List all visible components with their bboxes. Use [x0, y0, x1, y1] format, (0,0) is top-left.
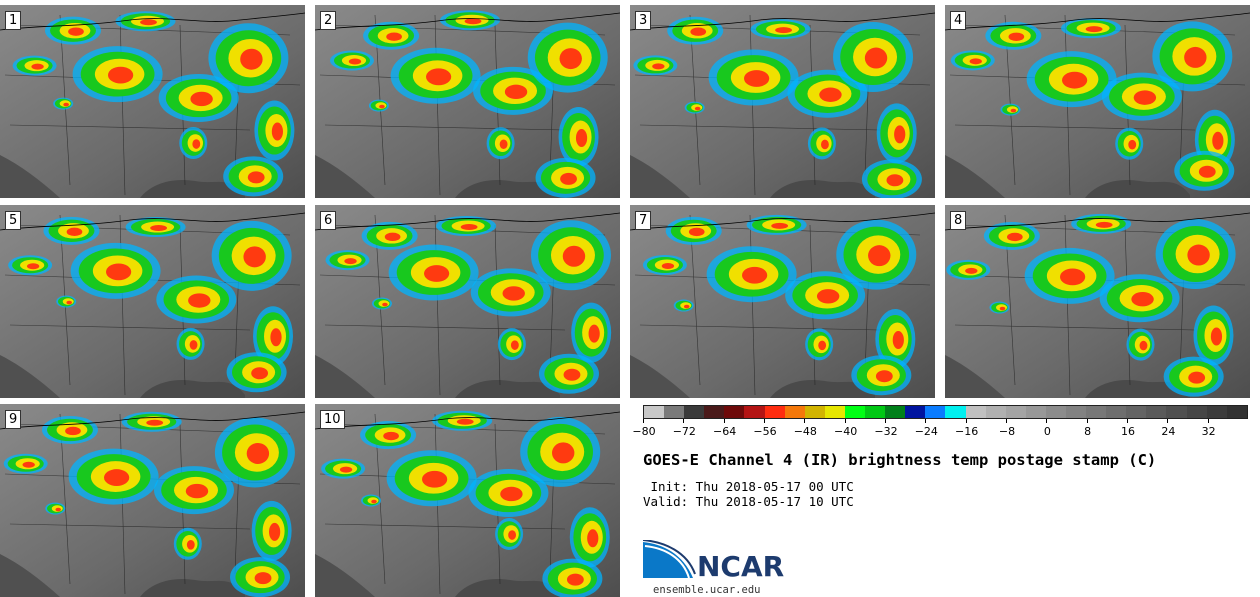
panel-number-label: 3	[635, 11, 652, 30]
colorbar-swatch	[1126, 406, 1147, 418]
colorbar-tick	[643, 419, 644, 423]
colorbar-swatch	[925, 406, 946, 418]
colorbar-tick	[844, 419, 846, 423]
colorbar-tick	[1046, 419, 1048, 423]
colorbar-tick-label: 24	[1161, 425, 1176, 438]
panel-number-label: 4	[950, 11, 967, 30]
colorbar-tick	[885, 419, 886, 423]
colorbar-ticks: −80 −72 −64 −56 −48 −40 −32 −24 −16 −8 0 8 16 24 32	[632, 419, 1248, 439]
map-panel-3: 3	[630, 5, 935, 198]
panel-number-label: 6	[320, 211, 337, 230]
colorbar-swatch	[1086, 406, 1107, 418]
colorbar-swatch	[1106, 406, 1127, 418]
colorbar-swatch	[905, 406, 926, 418]
colorbar-tick-label: −64	[713, 425, 737, 438]
map-panel-8: 8	[945, 205, 1250, 398]
colorbar-swatch	[1146, 406, 1167, 418]
colorbar-tick	[1207, 419, 1209, 423]
colorbar-tick-label: −24	[914, 425, 938, 438]
colorbar-tick-label: −48	[793, 425, 817, 438]
colorbar-swatch	[1045, 406, 1066, 418]
colorbar-swatch	[965, 406, 986, 418]
colorbar-tick-label: −80	[632, 425, 656, 438]
figure-title: GOES-E Channel 4 (IR) brightness temp po…	[643, 451, 1157, 469]
colorbar-swatch	[844, 406, 866, 418]
colorbar-swatch	[684, 406, 705, 418]
colorbar-swatch	[1005, 406, 1026, 418]
colorbar-swatch	[644, 406, 665, 418]
colorbar-tick	[804, 419, 806, 423]
colorbar-swatch	[1206, 406, 1227, 418]
colorbar-swatch	[804, 406, 825, 418]
colorbar-tick-label: 0	[1043, 425, 1051, 438]
panel-number-label: 9	[5, 410, 22, 429]
panel-number-label: 7	[635, 211, 652, 230]
colorbar-tick	[925, 419, 927, 423]
colorbar-tick-label: −16	[955, 425, 979, 438]
colorbar-swatch	[1166, 406, 1187, 418]
colorbar-tick	[965, 419, 967, 423]
map-panel-2: 2	[315, 5, 620, 198]
colorbar-swatch	[985, 406, 1006, 418]
colorbar-swatch	[1065, 406, 1087, 418]
map-panel-1: 1	[0, 5, 305, 198]
colorbar-swatch	[1025, 406, 1046, 418]
colorbar-tick	[683, 419, 685, 423]
colorbar-swatch	[704, 406, 725, 418]
valid-time: Valid: Thu 2018-05-17 10 UTC	[643, 494, 854, 509]
colorbar-swatch	[1226, 406, 1247, 418]
colorbar-tick-label: −56	[753, 425, 777, 438]
colorbar-swatch	[824, 406, 845, 418]
colorbar-tick	[723, 419, 725, 423]
colorbar-swatch	[865, 406, 886, 418]
panel-number-label: 5	[5, 211, 22, 230]
colorbar-swatch	[784, 406, 805, 418]
colorbar-tick	[1127, 419, 1128, 423]
colorbar-tick	[1006, 419, 1007, 423]
colorbar	[643, 405, 1248, 419]
ncar-logo-text: NCAR	[697, 550, 785, 583]
map-panel-6: 6	[315, 205, 620, 398]
colorbar-tick-label: −40	[834, 425, 858, 438]
map-panel-5: 5	[0, 205, 305, 398]
ncar-logo-icon	[643, 540, 696, 579]
colorbar-swatch	[885, 406, 906, 418]
map-panel-10: 10	[315, 404, 620, 597]
colorbar-swatch	[1186, 406, 1207, 418]
map-panel-7: 7	[630, 205, 935, 398]
colorbar-tick-label: 32	[1201, 425, 1216, 438]
panel-number-label: 8	[950, 211, 967, 230]
colorbar-tick	[764, 419, 765, 423]
colorbar-swatch	[744, 406, 765, 418]
panel-number-label: 10	[320, 410, 345, 429]
colorbar-tick	[1086, 419, 1088, 423]
website-url: ensemble.ucar.edu	[653, 584, 761, 596]
colorbar-tick-label: 8	[1084, 425, 1092, 438]
panel-number-label: 2	[320, 11, 337, 30]
colorbar-tick	[1167, 419, 1169, 423]
colorbar-tick-label: 16	[1121, 425, 1135, 438]
colorbar-swatch	[764, 406, 785, 418]
init-time: Init: Thu 2018-05-17 00 UTC	[643, 479, 854, 494]
colorbar-tick-label: −72	[672, 425, 696, 438]
colorbar-swatch	[664, 406, 685, 418]
colorbar-swatch	[724, 406, 745, 418]
map-panel-9: 9	[0, 404, 305, 597]
colorbar-tick-label: −8	[998, 425, 1016, 438]
map-panel-4: 4	[945, 5, 1250, 198]
colorbar-tick-label: −32	[874, 425, 898, 438]
colorbar-swatch	[945, 406, 966, 418]
panel-number-label: 1	[5, 11, 22, 30]
